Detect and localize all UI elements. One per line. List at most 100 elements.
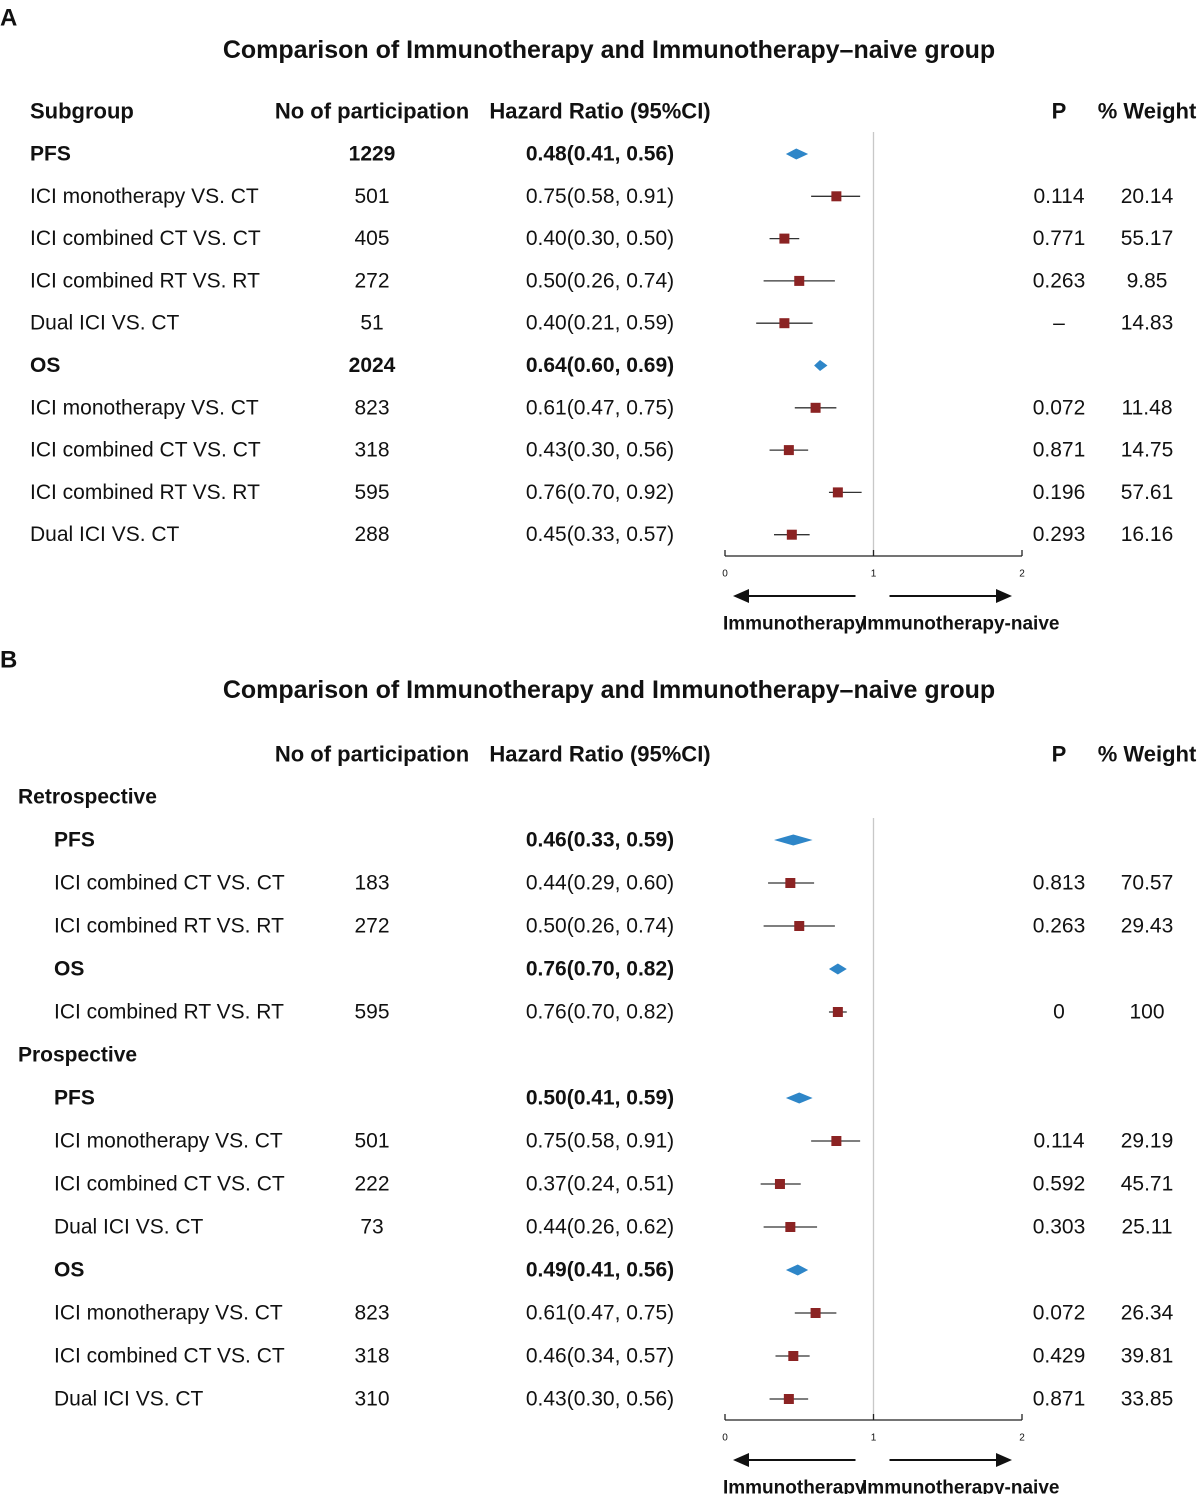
x-tick-label: 0 [722, 1433, 728, 1444]
participants-value: 272 [354, 915, 389, 938]
summary-label: OS [54, 958, 84, 981]
x-tick-label: 1 [871, 1433, 877, 1444]
summary-diamond [785, 1092, 813, 1104]
header-participants: No of participation [275, 99, 469, 124]
study-label: ICI monotherapy VS. CT [30, 185, 259, 208]
study-label: Dual ICI VS. CT [30, 312, 180, 335]
weight-value: 20.14 [1121, 185, 1174, 208]
hazard-ratio-value: 0.50(0.41, 0.59) [526, 1087, 674, 1110]
point-estimate [810, 1308, 821, 1318]
point-estimate [779, 233, 790, 244]
summary-diamond [774, 834, 813, 846]
hazard-ratio-value: 0.43(0.30, 0.56) [526, 439, 674, 462]
weight-value: 57.61 [1121, 481, 1174, 504]
participants-value: 501 [354, 1130, 389, 1153]
chart-title: Comparison of Immunotherapy and Immunoth… [223, 36, 995, 64]
direction-label-left: Immunotherapy [723, 1478, 866, 1494]
x-tick-label: 2 [1019, 1433, 1025, 1444]
study-label: ICI combined RT VS. RT [54, 1001, 284, 1024]
point-estimate [794, 275, 805, 286]
summary-diamond [785, 1264, 809, 1276]
weight-value: 16.16 [1121, 523, 1174, 546]
p-value: 0.871 [1033, 1388, 1086, 1411]
point-estimate [779, 318, 790, 329]
x-tick-label: 1 [871, 569, 877, 580]
point-estimate [774, 1179, 785, 1189]
point-estimate [785, 878, 796, 888]
study-label: ICI combined CT VS. CT [54, 1345, 285, 1368]
summary-diamond [785, 148, 809, 160]
study-label: Dual ICI VS. CT [54, 1216, 204, 1239]
weight-value: 70.57 [1121, 872, 1174, 895]
header-weight: % Weight [1098, 742, 1197, 767]
participants-value: 183 [354, 872, 389, 895]
weight-value: 9.85 [1127, 269, 1168, 292]
study-label: ICI combined RT VS. RT [54, 915, 284, 938]
weight-value: 29.19 [1121, 1130, 1174, 1153]
p-value: – [1053, 312, 1065, 335]
summary-diamond [814, 360, 828, 371]
participants-value: 1229 [349, 143, 396, 166]
weight-value: 25.11 [1122, 1216, 1173, 1239]
header-weight: % Weight [1098, 99, 1197, 124]
x-tick-label: 0 [722, 569, 728, 580]
study-label: ICI combined RT VS. RT [30, 269, 260, 292]
hazard-ratio-value: 0.76(0.70, 0.82) [526, 1001, 674, 1024]
study-label: ICI monotherapy VS. CT [30, 396, 259, 419]
study-label: ICI monotherapy VS. CT [54, 1302, 283, 1325]
p-value: 0.303 [1033, 1216, 1086, 1239]
point-estimate [785, 1222, 796, 1232]
p-value: 0.813 [1033, 872, 1086, 895]
participants-value: 310 [354, 1388, 389, 1411]
point-estimate [832, 487, 843, 498]
hazard-ratio-value: 0.61(0.47, 0.75) [526, 1302, 674, 1325]
panel-label: B [0, 647, 17, 674]
point-estimate [831, 191, 842, 202]
weight-value: 11.48 [1122, 396, 1173, 419]
p-value: 0.293 [1033, 523, 1086, 546]
direction-label-left: Immunotherapy [723, 614, 866, 635]
weight-value: 26.34 [1121, 1302, 1174, 1325]
p-value: 0 [1053, 1001, 1065, 1024]
study-label: ICI combined RT VS. RT [30, 481, 260, 504]
arrow-left-head [733, 589, 749, 603]
hazard-ratio-value: 0.45(0.33, 0.57) [526, 523, 674, 546]
hazard-ratio-value: 0.50(0.26, 0.74) [526, 269, 674, 292]
point-estimate [832, 1007, 843, 1017]
participants-value: 823 [354, 396, 389, 419]
point-estimate [788, 1351, 799, 1361]
header-hazard-ratio: Hazard Ratio (95%CI) [489, 742, 710, 767]
point-estimate [794, 921, 805, 931]
summary-diamond [828, 963, 847, 975]
weight-value: 39.81 [1121, 1345, 1174, 1368]
weight-value: 33.85 [1121, 1388, 1174, 1411]
weight-value: 55.17 [1121, 227, 1174, 250]
weight-value: 29.43 [1121, 915, 1174, 938]
point-estimate [810, 402, 821, 413]
header-p-value: P [1052, 742, 1067, 767]
arrow-right-head [996, 1453, 1012, 1467]
direction-label-right: Immunotherapy-naive [862, 614, 1059, 635]
p-value: 0.871 [1033, 439, 1086, 462]
hazard-ratio-value: 0.37(0.24, 0.51) [526, 1173, 674, 1196]
hazard-ratio-value: 0.76(0.70, 0.82) [526, 958, 674, 981]
participants-value: 318 [354, 439, 389, 462]
arrow-left-head [733, 1453, 749, 1467]
hazard-ratio-value: 0.40(0.30, 0.50) [526, 227, 674, 250]
summary-label: OS [54, 1259, 84, 1282]
p-value: 0.771 [1033, 227, 1086, 250]
direction-label-right: Immunotherapy-naive [862, 1478, 1059, 1494]
hazard-ratio-value: 0.76(0.70, 0.92) [526, 481, 674, 504]
p-value: 0.196 [1033, 481, 1086, 504]
study-label: Dual ICI VS. CT [54, 1388, 204, 1411]
chart-title: Comparison of Immunotherapy and Immunoth… [223, 676, 995, 704]
weight-value: 45.71 [1121, 1173, 1174, 1196]
group-heading: Prospective [18, 1044, 137, 1067]
p-value: 0.114 [1034, 185, 1085, 208]
participants-value: 2024 [349, 354, 396, 377]
hazard-ratio-value: 0.49(0.41, 0.56) [526, 1259, 674, 1282]
header-hazard-ratio: Hazard Ratio (95%CI) [489, 99, 710, 124]
point-estimate [786, 529, 797, 540]
hazard-ratio-value: 0.40(0.21, 0.59) [526, 312, 674, 335]
